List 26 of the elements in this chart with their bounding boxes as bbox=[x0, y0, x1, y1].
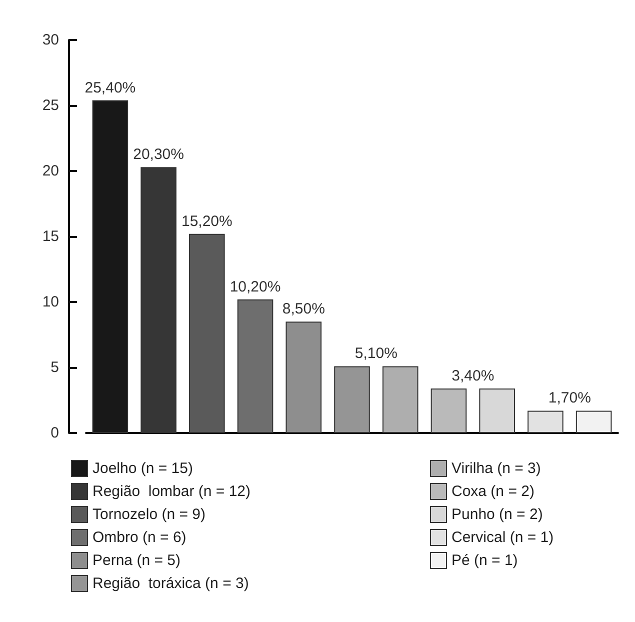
legend-label: Ombro (n = 6) bbox=[92, 529, 186, 546]
data-label: 20,30% bbox=[133, 146, 184, 164]
legend-label: Cervical (n = 1) bbox=[452, 529, 554, 546]
legend-label: Coxa (n = 2) bbox=[452, 483, 534, 500]
data-label: 25,40% bbox=[84, 79, 136, 96]
legend-label: Virilha (n = 3) bbox=[452, 460, 541, 477]
y-tick-label: 0 bbox=[50, 424, 59, 442]
legend-label: Pé (n = 1) bbox=[452, 552, 518, 569]
legend-label: Região toráxica (n = 3) bbox=[92, 575, 249, 592]
y-tick-label: 30 bbox=[42, 32, 59, 48]
y-tick-label: 5 bbox=[50, 359, 59, 376]
y-tick-label: 15 bbox=[42, 228, 59, 245]
legend-label: Região lombar (n = 12) bbox=[92, 483, 251, 500]
data-label: 15,20% bbox=[181, 212, 232, 230]
data-label: 1,70% bbox=[548, 390, 591, 407]
y-tick-label: 20 bbox=[42, 162, 59, 180]
legend-label: Joelho (n = 15) bbox=[92, 460, 193, 477]
data-label: 8,50% bbox=[282, 300, 325, 318]
y-tick-label: 25 bbox=[42, 97, 59, 114]
data-label: 3,40% bbox=[452, 367, 494, 384]
y-tick-label: 10 bbox=[42, 294, 59, 310]
legend-label: Tornozelo (n = 9) bbox=[92, 506, 206, 523]
data-label: 10,20% bbox=[230, 278, 281, 296]
legend-label: Punho (n = 2) bbox=[452, 506, 543, 523]
data-label: 5,10% bbox=[354, 345, 398, 362]
legend-label: Perna (n = 5) bbox=[92, 552, 180, 569]
